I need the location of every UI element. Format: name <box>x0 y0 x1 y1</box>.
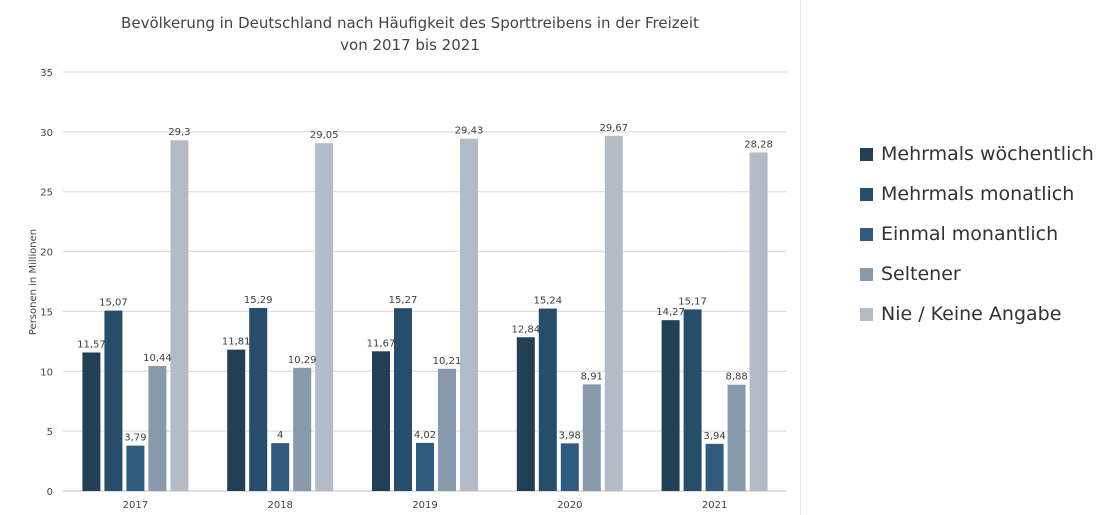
y-tick-label: 15 <box>40 307 53 318</box>
bar <box>249 307 268 491</box>
bar <box>560 443 579 491</box>
data-label: 8,88 <box>725 372 747 383</box>
data-label: 3,79 <box>124 433 146 444</box>
bar <box>438 368 456 491</box>
bar <box>227 349 246 491</box>
legend-label: Mehrmals wöchentlich <box>881 143 1094 165</box>
legend-item: Nie / Keine Angabe <box>860 294 1094 334</box>
bar <box>82 352 101 491</box>
bar <box>293 367 312 491</box>
data-label: 4,02 <box>414 430 436 441</box>
x-tick-label: 2018 <box>267 500 292 511</box>
legend-item: Mehrmals wöchentlich <box>860 134 1094 174</box>
bar <box>604 135 623 491</box>
bar <box>104 310 123 491</box>
legend-item: Einmal monantlich <box>860 214 1094 254</box>
bar-chart: Bevölkerung in Deutschland nach Häufigke… <box>28 14 787 511</box>
bar <box>727 384 746 491</box>
chart-subtitle: von 2017 bis 2021 <box>340 36 480 54</box>
legend-swatch <box>860 307 873 321</box>
x-tick-label: 2020 <box>557 500 582 511</box>
data-label: 11,57 <box>77 339 106 350</box>
y-tick-label: 20 <box>40 248 53 259</box>
y-tick-label: 5 <box>47 427 53 438</box>
legend-swatch <box>860 187 873 201</box>
bar <box>460 138 478 492</box>
bar <box>749 152 768 491</box>
data-label: 14,27 <box>656 307 685 318</box>
bar <box>516 337 535 491</box>
data-label: 15,17 <box>678 296 707 307</box>
bar <box>416 442 434 491</box>
y-tick-label: 30 <box>40 128 53 139</box>
y-axis-ticks: 0 5 10 15 20 25 30 35 <box>40 68 53 498</box>
legend-label: Mehrmals monatlich <box>881 183 1075 205</box>
data-label: 8,91 <box>581 371 603 382</box>
legend-swatch <box>860 147 873 161</box>
y-tick-label: 10 <box>40 367 53 378</box>
data-label: 15,24 <box>533 296 562 307</box>
bar <box>582 384 601 491</box>
data-label: 3,94 <box>703 431 725 442</box>
data-label: 12,84 <box>511 324 540 335</box>
bar <box>372 351 390 491</box>
data-label: 28,28 <box>744 139 773 150</box>
bar <box>705 443 724 491</box>
y-axis-label: Personen in Millionen <box>28 229 39 335</box>
data-label: 10,21 <box>433 356 462 367</box>
bar <box>170 140 189 492</box>
legend-label: Nie / Keine Angabe <box>881 303 1062 325</box>
bar <box>148 366 167 491</box>
data-label: 10,44 <box>143 353 172 364</box>
data-label: 29,3 <box>168 127 190 138</box>
data-label: 29,05 <box>310 130 339 141</box>
data-label: 3,98 <box>559 430 581 441</box>
legend-item: Mehrmals monatlich <box>860 174 1094 214</box>
legend-swatch <box>860 267 873 281</box>
bar <box>394 308 412 491</box>
legend-label: Einmal monantlich <box>881 223 1059 245</box>
chart-title: Bevölkerung in Deutschland nach Häufigke… <box>121 14 699 32</box>
y-tick-label: 35 <box>40 68 53 79</box>
y-tick-label: 25 <box>40 188 53 199</box>
bar <box>538 308 557 491</box>
data-label: 11,67 <box>367 338 396 349</box>
x-tick-label: 2019 <box>412 500 437 511</box>
bar <box>315 143 334 492</box>
data-label: 15,29 <box>244 295 273 306</box>
data-label: 29,67 <box>599 123 628 134</box>
data-label: 29,43 <box>455 126 484 137</box>
bars <box>82 135 768 492</box>
bar <box>661 320 680 491</box>
data-label: 15,27 <box>389 295 418 306</box>
x-axis-ticks: 2017 2018 2019 2020 2021 <box>123 500 728 511</box>
data-label: 11,81 <box>222 337 251 348</box>
legend-swatch <box>860 227 873 241</box>
x-tick-label: 2017 <box>123 500 148 511</box>
legend: Mehrmals wöchentlich Mehrmals monatlich Ei… <box>860 134 1094 334</box>
chart-area: Bevölkerung in Deutschland nach Häufigke… <box>28 0 801 515</box>
legend-label: Seltener <box>881 263 961 285</box>
bar <box>271 443 290 491</box>
legend-item: Seltener <box>860 254 1094 294</box>
bar <box>683 309 702 491</box>
bar <box>126 445 145 491</box>
y-tick-label: 0 <box>47 487 53 498</box>
data-label: 4 <box>277 430 283 441</box>
x-tick-label: 2021 <box>702 500 727 511</box>
data-label: 15,07 <box>99 298 128 309</box>
data-label: 10,29 <box>288 355 317 366</box>
data-labels: 11,57 15,07 3,79 10,44 29,3 11,81 15,29 4 10,29 2… <box>77 123 773 444</box>
